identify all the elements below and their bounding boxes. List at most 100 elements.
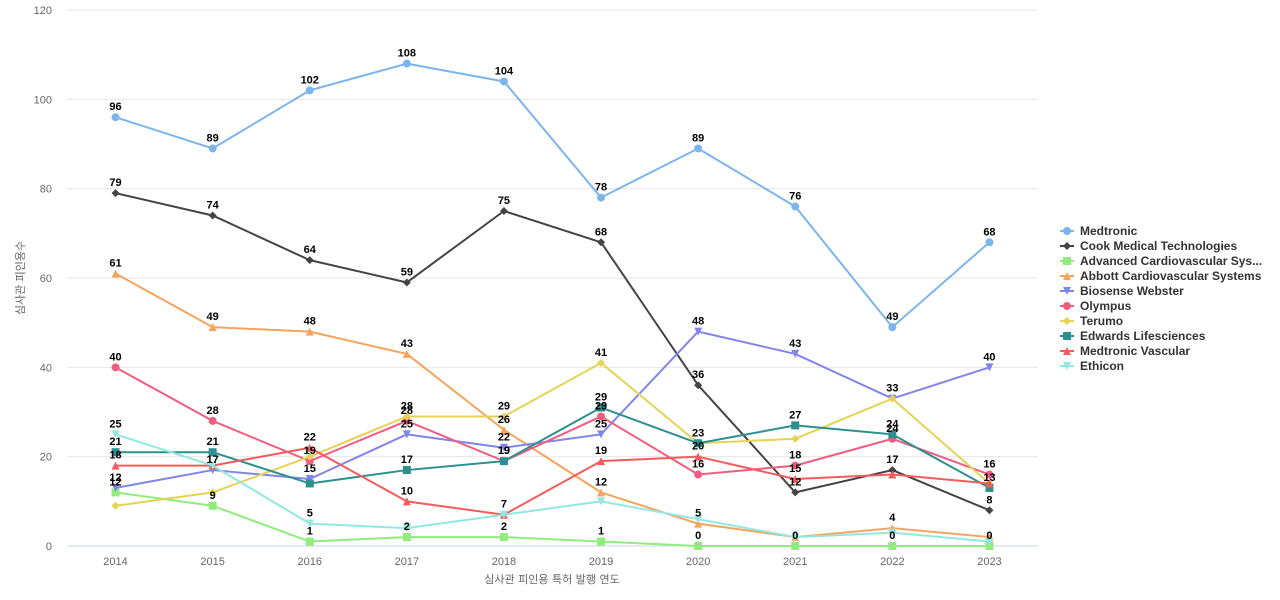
series-advanced-cardiovascular-sys — [111, 488, 994, 550]
data-point — [305, 475, 314, 483]
data-label: 29 — [595, 400, 607, 412]
legend-marker — [1063, 302, 1071, 310]
data-point — [597, 412, 606, 421]
data-point — [402, 533, 411, 542]
legend-item-olympus[interactable]: Olympus — [1060, 299, 1132, 313]
legend-item-ethicon[interactable]: Ethicon — [1060, 359, 1124, 373]
data-point — [305, 457, 314, 466]
data-label: 59 — [401, 266, 413, 278]
data-label: 25 — [109, 418, 121, 430]
series-cook-medical-technologies — [111, 189, 994, 515]
series-line — [114, 406, 991, 489]
y-tick-label: 0 — [46, 541, 52, 553]
legend-item-medtronic[interactable]: Medtronic — [1060, 224, 1138, 238]
legend-item-abbott-cardiovascular-systems[interactable]: Abbott Cardiovascular Systems — [1060, 269, 1262, 283]
legend-label: Medtronic — [1080, 224, 1138, 238]
legend-label: Medtronic Vascular — [1080, 344, 1190, 358]
data-label: 43 — [789, 338, 801, 350]
data-label: 19 — [595, 445, 607, 457]
data-point — [791, 202, 800, 211]
data-point — [305, 86, 314, 95]
data-point — [305, 327, 314, 336]
data-point — [985, 483, 994, 492]
data-label: 23 — [692, 427, 704, 439]
series-lines — [111, 59, 994, 550]
data-point — [888, 528, 897, 537]
data-point — [597, 488, 606, 497]
series-edwards-lifesciences — [111, 403, 994, 492]
data-point — [305, 537, 314, 546]
data-point — [985, 537, 994, 546]
data-point — [499, 77, 508, 86]
data-label: 18 — [109, 450, 121, 462]
data-point — [402, 416, 411, 425]
data-label: 12 — [789, 476, 801, 488]
data-point — [985, 470, 994, 479]
legend-label: Biosense Webster — [1080, 284, 1184, 298]
data-point — [208, 501, 217, 510]
data-point — [597, 497, 606, 506]
y-tick-label: 40 — [40, 362, 52, 374]
data-point — [694, 381, 703, 390]
series-biosense-webster — [111, 327, 994, 492]
data-point — [499, 443, 508, 452]
legend-marker — [1063, 272, 1071, 280]
data-label: 24 — [886, 418, 899, 430]
data-label: 29 — [498, 400, 510, 412]
legend-marker — [1063, 242, 1071, 250]
data-point — [111, 363, 120, 372]
legend-item-edwards-lifesciences[interactable]: Edwards Lifesciences — [1060, 329, 1206, 343]
data-point — [305, 256, 314, 265]
data-point — [985, 542, 994, 550]
data-label: 12 — [109, 472, 121, 484]
legend-label: Abbott Cardiovascular Systems — [1080, 269, 1262, 283]
data-point — [791, 461, 800, 470]
data-label: 26 — [498, 414, 510, 426]
series-abbott-cardiovascular-systems — [111, 269, 994, 542]
data-labels: 9689102108104788976496879746459756836121… — [109, 48, 995, 542]
data-label: 20 — [692, 441, 704, 453]
series-line — [114, 330, 991, 489]
legend-marker — [1063, 227, 1071, 235]
data-point — [111, 448, 120, 457]
x-tick-label: 2015 — [200, 556, 224, 568]
data-point — [305, 452, 314, 461]
legend-item-terumo[interactable]: Terumo — [1060, 314, 1123, 328]
data-label: 75 — [498, 195, 510, 207]
x-tick-label: 2019 — [589, 556, 613, 568]
legend-item-medtronic-vascular[interactable]: Medtronic Vascular — [1060, 344, 1190, 358]
data-label: 0 — [986, 530, 992, 542]
series-line — [114, 491, 991, 547]
y-axis-title: 심사관 피인용수 — [14, 241, 27, 315]
series-line — [114, 272, 991, 539]
legend-item-biosense-webster[interactable]: Biosense Webster — [1060, 284, 1184, 298]
data-point — [694, 470, 703, 479]
data-label: 40 — [983, 351, 995, 363]
legend-marker — [1063, 317, 1071, 325]
data-point — [208, 323, 217, 332]
data-label: 19 — [498, 445, 510, 457]
data-point — [791, 533, 800, 542]
data-point — [305, 479, 314, 488]
data-label: 10 — [401, 485, 413, 497]
series-line — [114, 361, 991, 507]
data-label: 89 — [207, 132, 219, 144]
legend-item-advanced-cardiovascular-sys[interactable]: Advanced Cardiovascular Sys... — [1060, 254, 1262, 268]
data-label: 40 — [109, 351, 121, 363]
data-label: 17 — [886, 454, 898, 466]
legend-item-cook-medical-technologies[interactable]: Cook Medical Technologies — [1060, 239, 1237, 253]
data-label: 8 — [986, 494, 992, 506]
data-point — [111, 483, 120, 492]
data-point — [985, 363, 994, 372]
data-point — [597, 238, 606, 247]
data-label: 89 — [692, 132, 704, 144]
data-label: 49 — [207, 311, 219, 323]
x-tick-label: 2016 — [298, 556, 322, 568]
data-point — [499, 425, 508, 434]
data-point — [791, 421, 800, 430]
data-label: 25 — [595, 418, 607, 430]
data-label: 104 — [495, 65, 514, 77]
data-label: 41 — [595, 347, 607, 359]
